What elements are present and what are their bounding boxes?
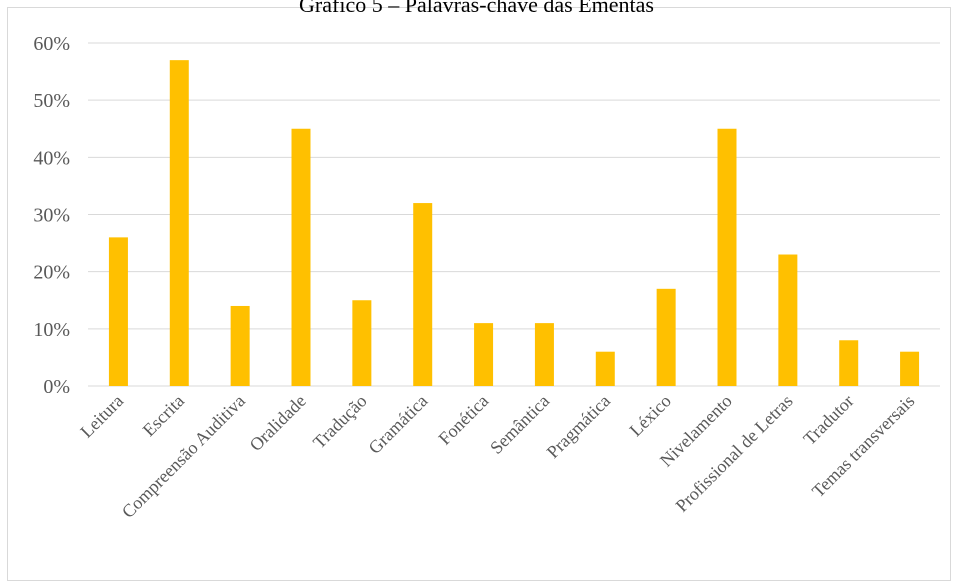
bar-léxico	[656, 288, 676, 386]
bar-fonética	[474, 323, 494, 386]
x-tick-label: Escrita	[139, 391, 188, 440]
bar-gramática	[413, 203, 433, 386]
x-tick-label: Pragmática	[543, 391, 614, 462]
y-tick-label: 30%	[33, 205, 70, 227]
bar-temas-transversais	[900, 351, 920, 386]
bar-tradutor	[839, 340, 859, 386]
bar-oralidade	[291, 128, 311, 386]
x-tick-label: Tradução	[309, 391, 371, 453]
bar-escrita	[169, 60, 189, 387]
x-tick-label: Léxico	[625, 391, 674, 440]
y-tick-label: 10%	[33, 319, 70, 341]
bars	[108, 60, 920, 387]
y-tick-label: 20%	[33, 262, 70, 284]
bar-tradução	[352, 300, 372, 386]
y-tick-label: 0%	[43, 376, 70, 398]
bar-profissional-de-letras	[778, 254, 798, 386]
bar-pragmática	[595, 351, 615, 386]
x-tick-label: Temas transversais	[808, 391, 918, 501]
chart-frame	[7, 7, 951, 581]
x-tick-label: Leitura	[76, 391, 127, 442]
x-tick-label: Fonética	[434, 391, 492, 449]
x-tick-label: Profissional de Letras	[672, 391, 797, 516]
gridlines	[88, 42, 940, 387]
y-tick-label: 40%	[33, 147, 70, 169]
y-axis-ticks: 0% 10% 20% 30% 40% 50% 60%	[33, 33, 70, 398]
x-tick-label: Oralidade	[246, 391, 310, 455]
y-tick-label: 50%	[33, 90, 70, 112]
y-tick-label: 60%	[33, 33, 70, 55]
x-tick-label: Gramática	[364, 391, 431, 458]
chart-title: Gráfico 5 – Palavras-chave das Ementas	[299, 0, 654, 17]
bar-nivelamento	[717, 128, 737, 386]
bar-compreensão-auditiva	[230, 305, 250, 386]
bar-semântica	[534, 323, 554, 386]
bar-leitura	[108, 237, 128, 386]
x-tick-label: Compreensão Auditiva	[118, 391, 249, 522]
x-tick-label: Tradutor	[799, 391, 857, 449]
